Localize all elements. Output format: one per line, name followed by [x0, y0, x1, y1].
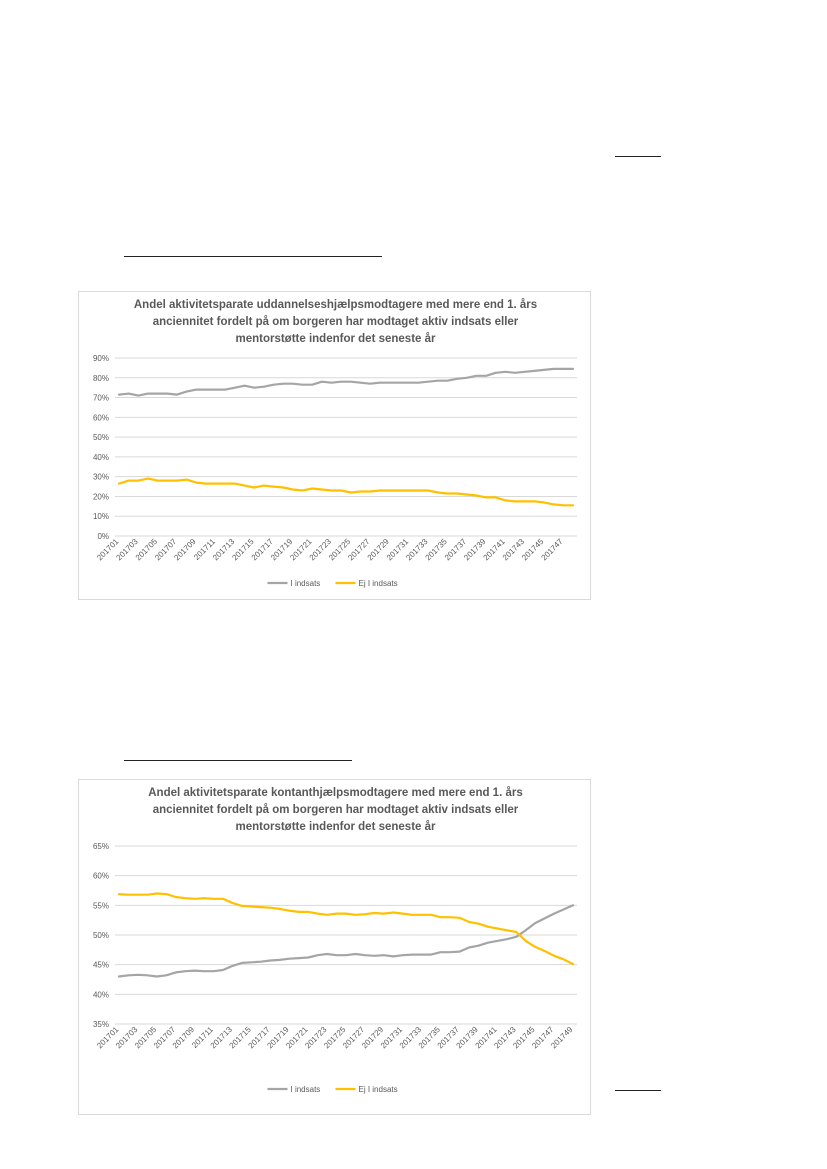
chart-title-line: Andel aktivitetsparate kontanthjælpsmodt…: [148, 787, 523, 799]
y-tick-label: 45%: [93, 961, 109, 970]
y-tick-label: 30%: [93, 473, 109, 482]
footnote-separator-bottom: [615, 1090, 661, 1091]
footnote-separator-top: [615, 156, 661, 157]
chart-kontanthjaelp-svg: Andel aktivitetsparate kontanthjælpsmodt…: [93, 787, 577, 1094]
y-tick-label: 35%: [93, 1020, 109, 1029]
y-tick-label: 65%: [93, 842, 109, 851]
y-tick-label: 50%: [93, 433, 109, 442]
series-line-i-indsats: [117, 904, 575, 978]
y-tick-label: 55%: [93, 901, 109, 910]
y-tick-label: 10%: [93, 512, 109, 521]
chart-title-line: mentorstøtte indenfor det seneste år: [235, 333, 436, 345]
caption-underline-2: [124, 760, 352, 761]
series-line-i-indsats: [117, 367, 575, 397]
chart-kontanthjaelp: Andel aktivitetsparate kontanthjælpsmodt…: [78, 779, 591, 1115]
series-line-ej-i-indsats: [117, 477, 575, 507]
legend-label: Ej I indsats: [359, 1085, 398, 1094]
y-tick-label: 90%: [93, 354, 109, 363]
caption-underline-1: [124, 256, 382, 257]
chart-title-line: anciennitet fordelt på om borgeren har m…: [153, 804, 519, 816]
x-tick-label: 201749: [549, 1025, 575, 1051]
chart-title-line: anciennitet fordelt på om borgeren har m…: [153, 316, 519, 328]
y-tick-label: 40%: [93, 990, 109, 999]
y-tick-label: 40%: [93, 453, 109, 462]
y-tick-label: 60%: [93, 872, 109, 881]
y-tick-label: 70%: [93, 394, 109, 403]
x-tick-label: 201747: [540, 537, 566, 563]
legend-label: I indsats: [291, 1085, 321, 1094]
y-tick-label: 60%: [93, 413, 109, 422]
chart-uddannelseshjaelp: Andel aktivitetsparate uddannelseshjælps…: [78, 291, 591, 600]
chart-uddannelseshjaelp-svg: Andel aktivitetsparate uddannelseshjælps…: [93, 299, 577, 588]
series-line-ej-i-indsats: [117, 892, 575, 966]
legend-label: Ej I indsats: [359, 579, 398, 588]
chart-title-line: mentorstøtte indenfor det seneste år: [235, 821, 436, 833]
legend-label: I indsats: [291, 579, 321, 588]
y-tick-label: 50%: [93, 931, 109, 940]
y-tick-label: 80%: [93, 374, 109, 383]
y-tick-label: 0%: [97, 532, 109, 541]
y-tick-label: 20%: [93, 492, 109, 501]
chart-title-line: Andel aktivitetsparate uddannelseshjælps…: [134, 299, 537, 311]
